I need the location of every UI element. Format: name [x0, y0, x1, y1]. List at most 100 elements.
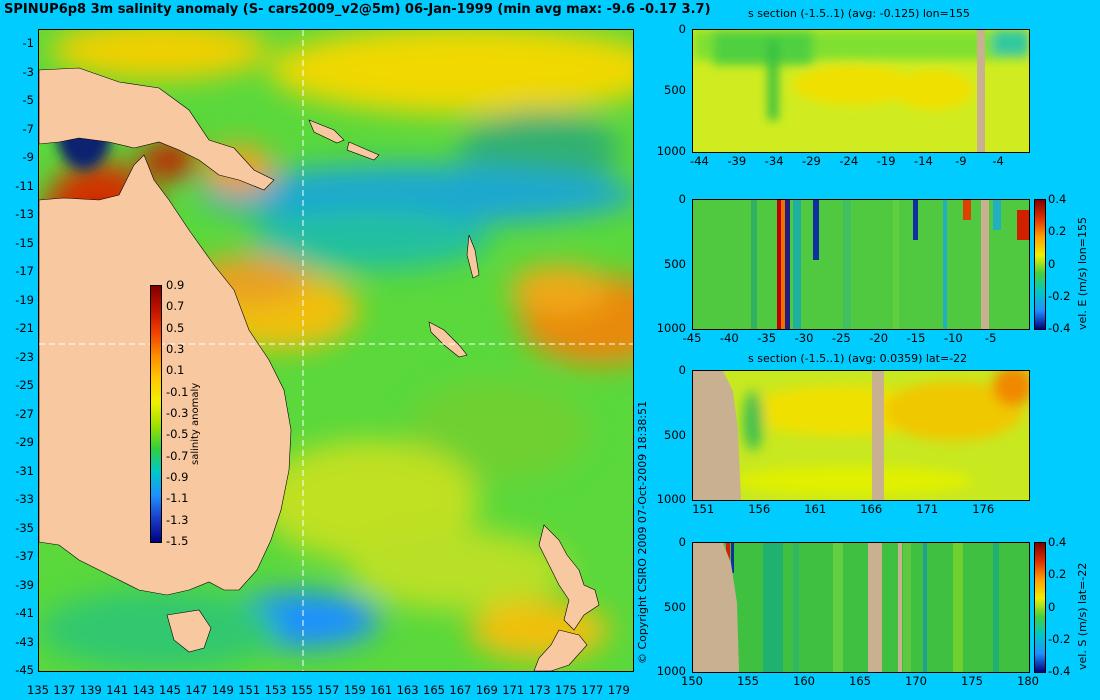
salinity-map-panel — [38, 29, 634, 672]
solomon-islands — [308, 119, 380, 161]
section-y-tick: 1000 — [656, 492, 686, 506]
map-colorbar-tick: -0.5 — [166, 427, 189, 442]
map-colorbar-tick: -0.3 — [166, 406, 189, 420]
new-guinea — [39, 67, 275, 191]
new-zealand-south — [533, 629, 588, 671]
map-y-tick: -19 — [15, 292, 34, 307]
map-x-tick: 135 — [27, 683, 49, 697]
map-colorbar-tick: 0.3 — [166, 342, 185, 356]
section-y-tick: 0 — [678, 192, 686, 206]
section-x-tick: 165 — [849, 674, 871, 688]
section1-title: s section (-1.5..1) (avg: -0.125) lon=15… — [748, 7, 970, 20]
map-x-tick: 177 — [581, 683, 604, 697]
section-colorbar-tick: 0.2 — [1048, 224, 1067, 239]
map-colorbar-tick: -0.9 — [166, 470, 189, 484]
section4-land — [693, 543, 739, 672]
section2-colorbar-label: vel. E (m/s) lon=155 — [1076, 217, 1089, 330]
section-x-tick: 155 — [737, 674, 759, 688]
map-x-tick: 149 — [211, 683, 234, 697]
copyright-text: © Copyright CSIRO 2009 07-Oct-2009 18:38… — [636, 400, 649, 664]
section-colorbar-tick: -0.2 — [1048, 631, 1071, 646]
map-y-tick: -27 — [15, 406, 34, 421]
section2-land — [981, 200, 989, 329]
section-y-tick: 500 — [664, 599, 686, 614]
section-x-tick: -19 — [876, 154, 896, 168]
map-y-tick: -9 — [22, 150, 34, 165]
section-x-tick: 170 — [905, 674, 927, 688]
section-x-tick: -10 — [943, 331, 963, 345]
section3-panel — [692, 370, 1030, 501]
map-x-tick: 141 — [106, 683, 129, 697]
section-x-tick: -20 — [869, 331, 889, 345]
section-x-tick: 151 — [692, 502, 715, 516]
map-x-tick: 153 — [264, 683, 287, 697]
map-x-tick: 151 — [238, 683, 261, 697]
section-x-tick: -15 — [906, 331, 926, 345]
section-x-tick: -25 — [831, 331, 851, 345]
map-colorbar-tick: 0.5 — [166, 320, 185, 335]
new-zealand-north — [538, 524, 600, 631]
section-y-tick: 1000 — [656, 144, 686, 158]
map-x-tick: 165 — [423, 683, 445, 697]
section-colorbar-tick: -0.4 — [1048, 321, 1071, 335]
map-colorbar-tick: 0.9 — [166, 278, 185, 292]
australia — [39, 154, 292, 596]
section-x-tick: -30 — [794, 331, 814, 345]
map-x-tick: 143 — [132, 683, 155, 697]
section-x-tick: 156 — [748, 502, 771, 516]
map-y-tick: -3 — [22, 64, 34, 79]
section2-colorbar — [1034, 199, 1046, 330]
section-y-tick: 1000 — [656, 664, 686, 678]
map-y-tick: -7 — [22, 121, 34, 136]
map-colorbar — [150, 285, 162, 543]
map-y-tick: -21 — [15, 321, 34, 336]
section-colorbar-tick: 0.2 — [1048, 567, 1067, 582]
map-y-tick: -17 — [15, 264, 34, 279]
section-colorbar-tick: 0.4 — [1048, 535, 1067, 549]
map-y-tick: -15 — [15, 235, 34, 250]
map-x-tick: 175 — [555, 683, 577, 697]
section-x-tick: -14 — [914, 154, 933, 168]
map-x-tick: 145 — [159, 683, 181, 697]
section-colorbar-tick: 0.4 — [1048, 192, 1067, 206]
map-y-tick: -31 — [15, 463, 34, 478]
section-x-tick: -29 — [802, 154, 821, 168]
page-title: SPINUP6p8 3m salinity anomaly (S- cars20… — [4, 2, 711, 17]
map-colorbar-tick: -1.3 — [166, 512, 189, 527]
map-y-tick: -29 — [15, 435, 34, 450]
section-y-tick: 0 — [678, 535, 686, 549]
section-y-tick: 500 — [664, 83, 686, 97]
map-y-tick: -11 — [15, 178, 34, 193]
map-colorbar-tick: -0.1 — [166, 384, 189, 399]
section-x-tick: -40 — [719, 331, 739, 345]
section-y-tick: 1000 — [656, 321, 686, 335]
tasmania — [166, 609, 212, 653]
land-masses — [39, 67, 600, 671]
section-x-tick: -35 — [757, 331, 777, 345]
map-colorbar-tick: 0.1 — [166, 363, 185, 378]
map-x-tick: 147 — [185, 683, 208, 697]
section4-colorbar-label: vel. S (m/s) lat=-22 — [1076, 562, 1089, 670]
section1-land — [977, 30, 985, 152]
section-x-tick: 175 — [961, 674, 983, 688]
section-x-tick: -45 — [682, 331, 702, 345]
map-y-tick: -25 — [15, 378, 34, 393]
section-x-tick: -24 — [839, 154, 859, 168]
section-x-tick: 171 — [916, 502, 939, 516]
map-y-tick: -35 — [15, 520, 34, 535]
section-colorbar-tick: -0.4 — [1048, 664, 1071, 678]
map-y-tick: -41 — [15, 606, 34, 621]
salinity-map-svg — [39, 30, 633, 671]
section-x-tick: 160 — [793, 674, 815, 688]
section-x-tick: -34 — [764, 154, 784, 168]
map-x-tick: 173 — [528, 683, 551, 697]
map-x-tick: 179 — [607, 683, 630, 697]
map-x-tick: 137 — [53, 683, 76, 697]
section-x-tick: -44 — [690, 154, 709, 168]
section-x-tick: -4 — [992, 154, 1004, 168]
map-colorbar-tick: -0.7 — [166, 448, 189, 463]
map-y-tick: -39 — [15, 577, 34, 592]
map-colorbar-label: salinity anomaly — [190, 382, 201, 465]
map-y-tick: -37 — [15, 549, 34, 564]
vanuatu — [466, 234, 480, 279]
